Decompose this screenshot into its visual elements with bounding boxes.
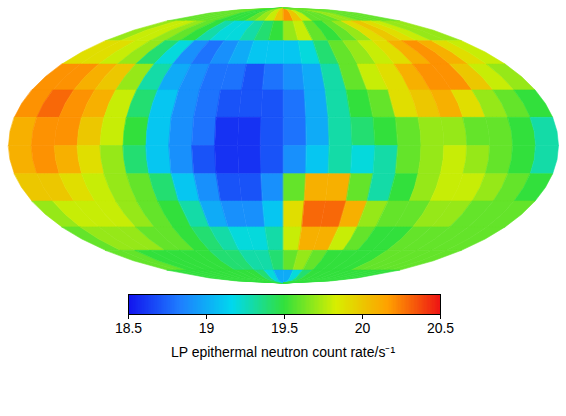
svg-text:20: 20 xyxy=(355,320,371,336)
svg-text:20.5: 20.5 xyxy=(427,320,454,336)
svg-text:19: 19 xyxy=(199,320,215,336)
svg-text:19.5: 19.5 xyxy=(271,320,298,336)
html-text:LP epithermal neutron count ra: LP epithermal neutron count rate/s⁻¹ xyxy=(170,344,396,360)
svg-text:18.5: 18.5 xyxy=(115,320,142,336)
